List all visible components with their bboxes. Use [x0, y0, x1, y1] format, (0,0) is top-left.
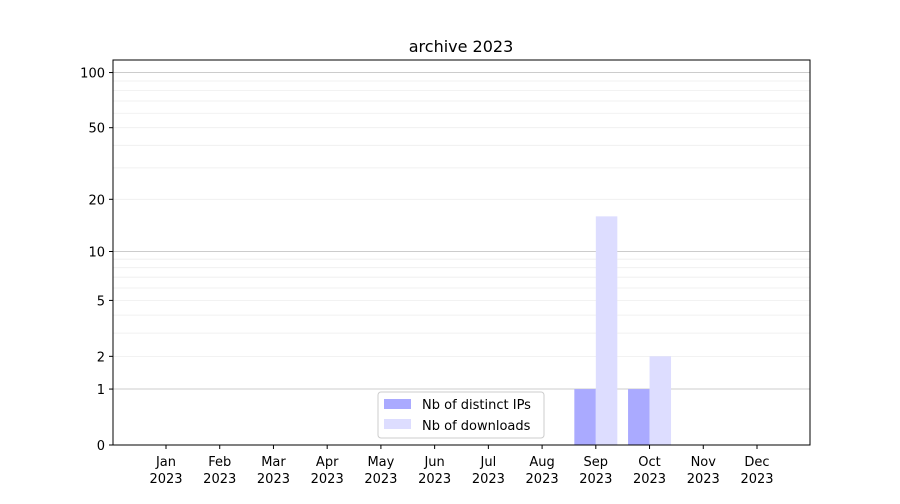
legend: Nb of distinct IPs Nb of downloads — [377, 391, 545, 439]
y-tick-label: 10 — [88, 245, 105, 260]
bar-ips — [574, 389, 596, 445]
y-tick-label: 100 — [80, 67, 105, 82]
x-tick-label: Dec 2023 — [740, 455, 773, 487]
chart-title: archive 2023 — [409, 37, 514, 56]
x-tick-label: Jun 2023 — [418, 455, 451, 487]
legend-label-downloads: Nb of downloads — [422, 419, 531, 434]
y-tick-label: 0 — [97, 439, 105, 454]
plot-frame — [112, 59, 811, 446]
x-tick-label: Apr 2023 — [311, 455, 344, 487]
legend-label-ips: Nb of distinct IPs — [422, 398, 531, 413]
x-tick-label: Oct 2023 — [633, 455, 666, 487]
bar-downloads — [649, 356, 672, 445]
y-tick-label: 1 — [97, 383, 105, 398]
bar-ips — [628, 389, 650, 445]
y-tick-label: 50 — [88, 122, 105, 137]
x-tick-label: Jan 2023 — [149, 455, 182, 487]
x-tick-label: Sep 2023 — [579, 455, 612, 487]
bar-downloads — [595, 216, 618, 445]
y-tick-label: 2 — [97, 350, 105, 365]
x-tick-label: Aug 2023 — [526, 455, 559, 487]
y-tick-label: 5 — [97, 294, 105, 309]
x-tick-label: Jul 2023 — [472, 455, 505, 487]
x-tick-label: Mar 2023 — [257, 455, 290, 487]
x-tick-label: Feb 2023 — [203, 455, 236, 487]
y-tick-label: 20 — [88, 193, 105, 208]
x-tick-label: May 2023 — [364, 455, 397, 487]
x-tick-label: Nov 2023 — [687, 455, 720, 487]
legend-swatch-downloads — [384, 419, 411, 429]
legend-swatch-ips — [384, 399, 411, 409]
